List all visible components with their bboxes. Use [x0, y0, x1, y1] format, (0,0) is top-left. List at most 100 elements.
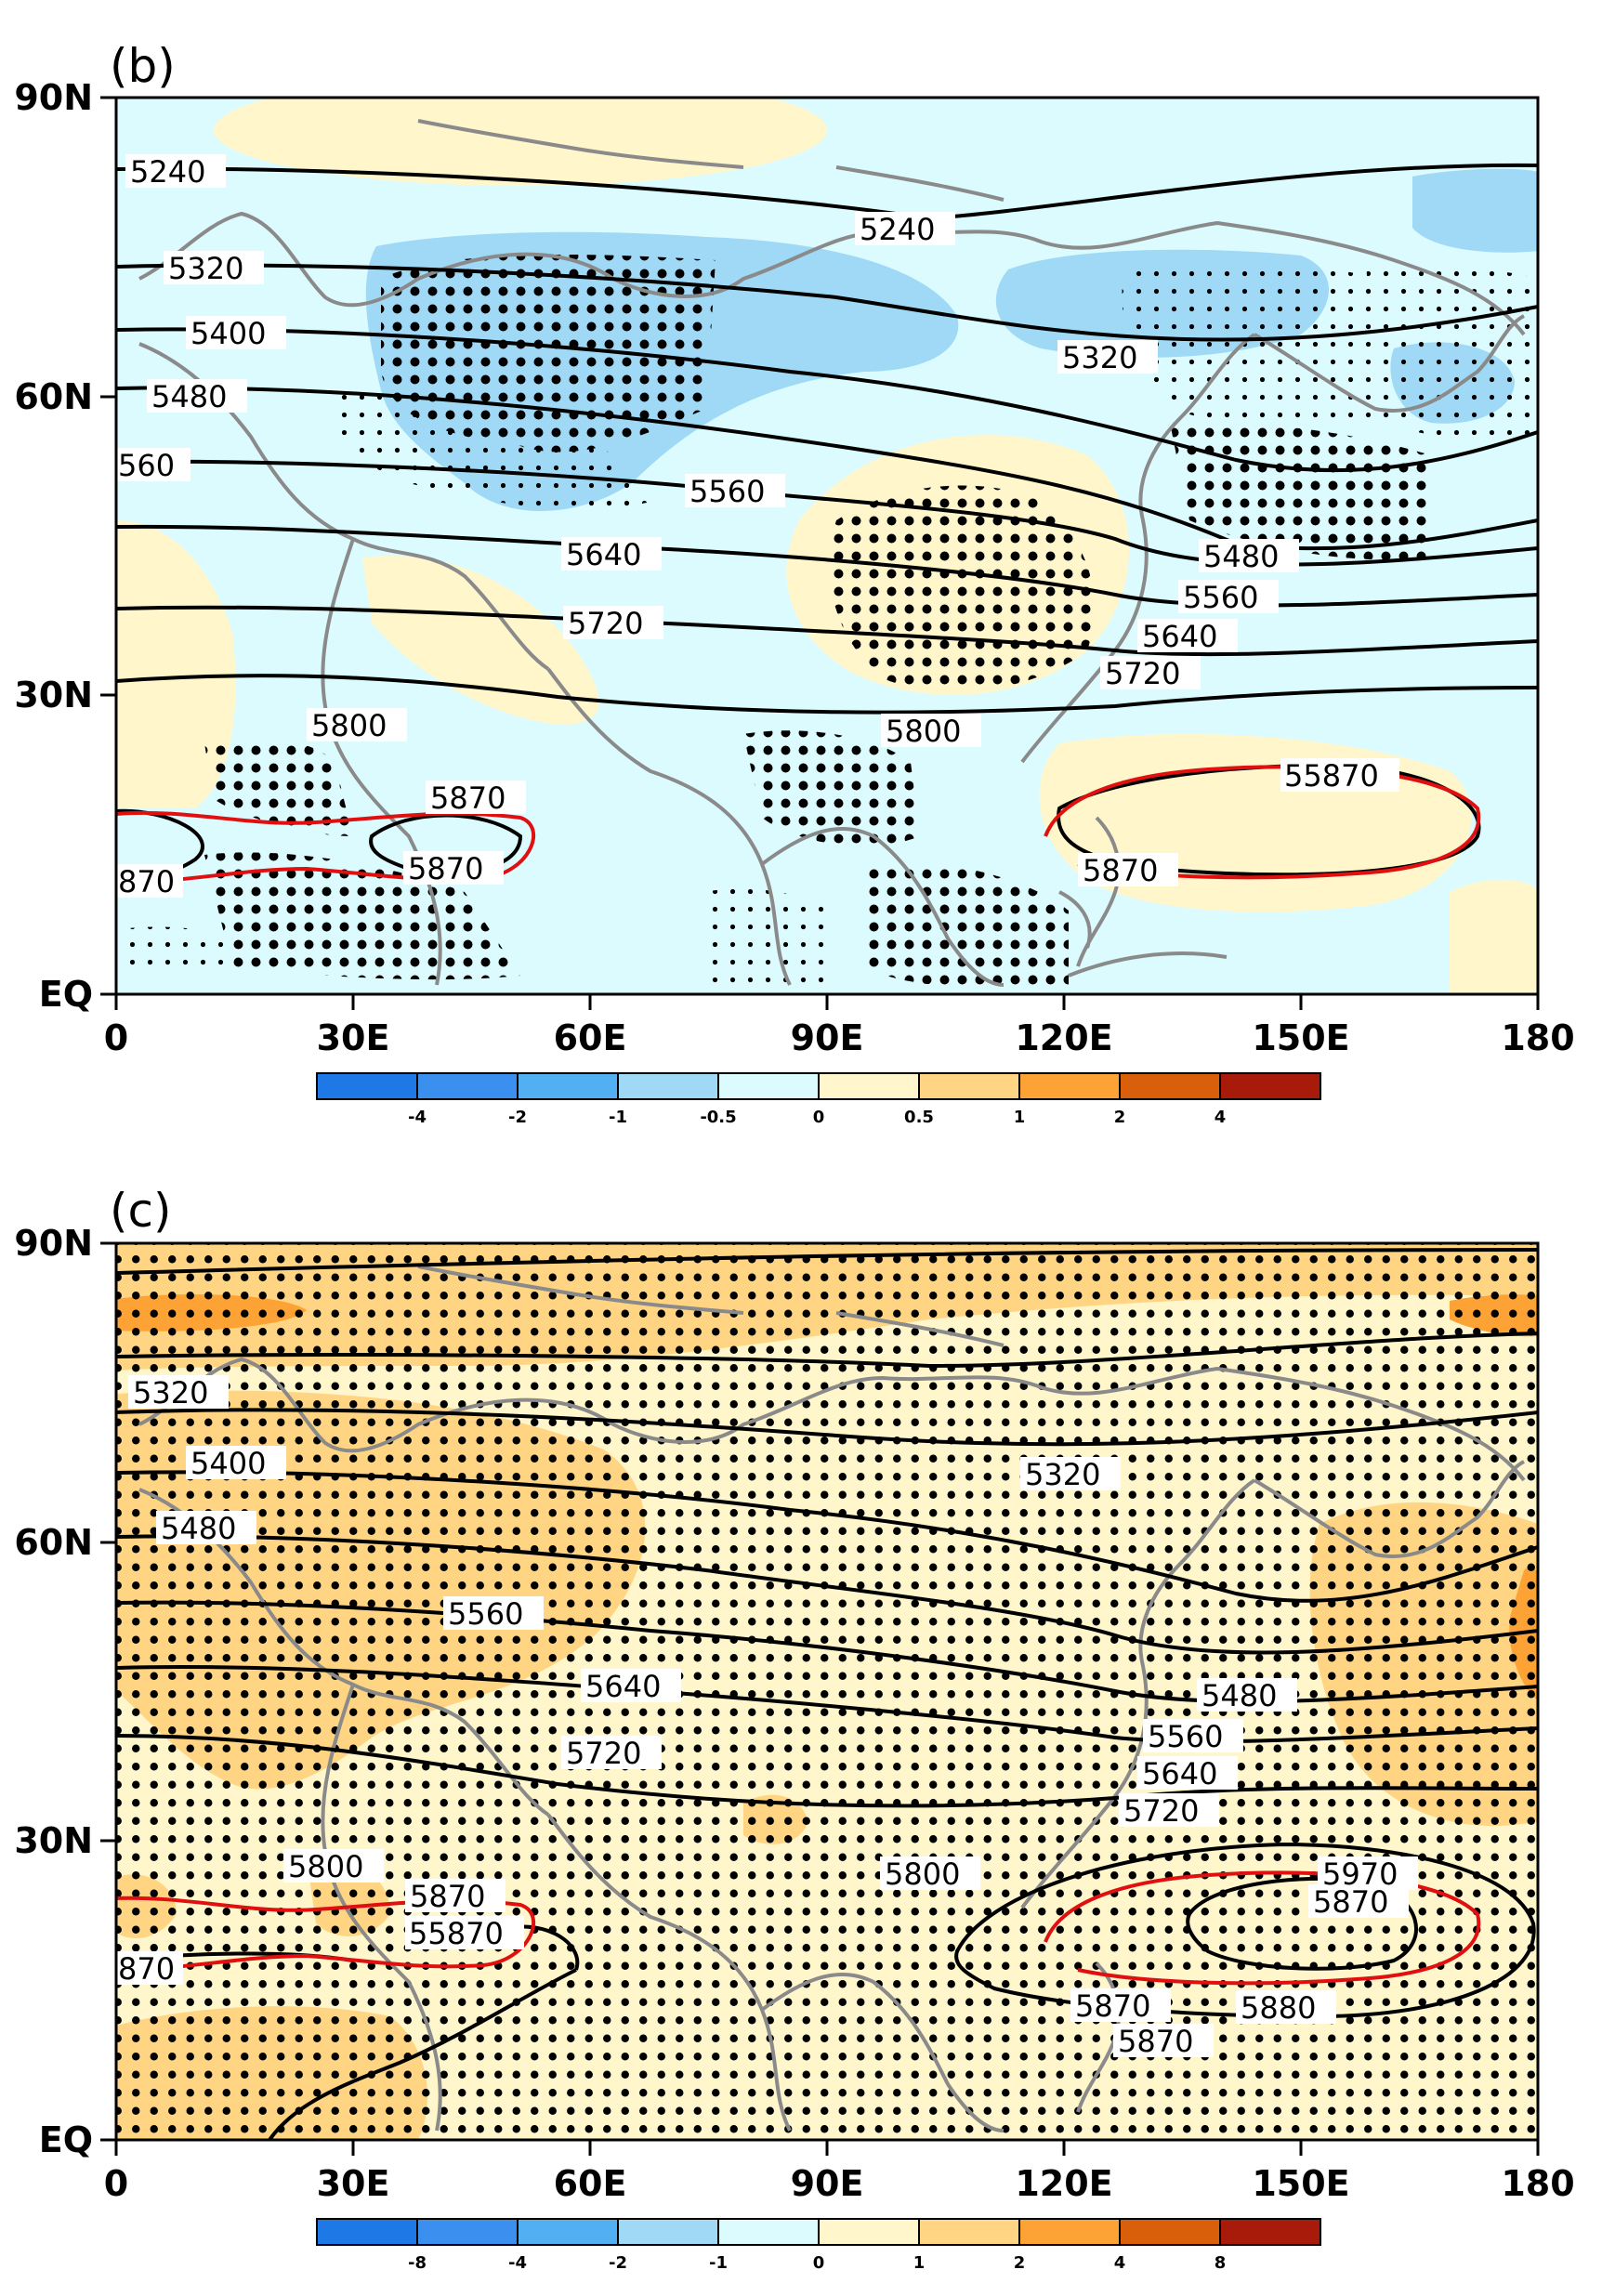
svg-text:55870: 55870 [409, 1916, 504, 1951]
colorbar-swatch [1119, 2218, 1221, 2246]
colorbar-swatch [416, 2218, 519, 2246]
y-tick-label: 30N [14, 675, 93, 715]
svg-text:5870: 5870 [410, 1879, 485, 1914]
colorbar-swatch [617, 1072, 719, 1100]
panel-c-y-axis: 90N 60N 30N EQ [14, 1223, 93, 2160]
colorbar-swatch [617, 2218, 719, 2246]
colorbar-swatch [818, 2218, 920, 2246]
contour-label: 5870 [1113, 2024, 1214, 2059]
contour-label: 5240 [125, 154, 226, 190]
svg-text:5480: 5480 [161, 1511, 236, 1546]
svg-text:5560: 5560 [1148, 1719, 1223, 1754]
panel-b-y-axis: 90N 60N 30N EQ [14, 77, 93, 1015]
svg-text:5870: 5870 [430, 781, 506, 816]
svg-text:5240: 5240 [860, 212, 935, 247]
x-tick-label: 30E [317, 1017, 390, 1058]
contour-label: 5480 [156, 1511, 256, 1546]
panel-c-title: (c) [110, 1184, 172, 1238]
panel-c: (c) [14, 1184, 1574, 2273]
colorbar-swatch [918, 2218, 1020, 2246]
contour-label: 5800 [283, 1849, 384, 1884]
x-tick-label: 180 [1501, 1017, 1574, 1058]
colorbar-swatch [1219, 1072, 1321, 1100]
svg-text:-4: -4 [408, 1108, 427, 1127]
panel-b-title: (b) [110, 39, 176, 93]
svg-text:-0.5: -0.5 [700, 1108, 736, 1127]
colorbar-swatch [818, 1072, 920, 1100]
svg-text:4: 4 [1215, 1108, 1227, 1127]
contour-label: 55870 [405, 1916, 524, 1951]
svg-text:2: 2 [1014, 2253, 1026, 2273]
contour-label: 5320 [164, 251, 264, 286]
svg-text:5880: 5880 [1241, 1990, 1316, 2026]
panel-b-stippling [121, 255, 1538, 989]
colorbar-labels: -4 -2 -1 -0.5 0 0.5 1 2 4 [408, 1108, 1226, 1127]
contour-label: 5970 [1318, 1856, 1418, 1892]
svg-text:5800: 5800 [885, 1856, 960, 1892]
svg-text:4: 4 [1114, 2253, 1126, 2273]
svg-text:5640: 5640 [566, 537, 641, 572]
contour-label: 5880 [1236, 1990, 1336, 2026]
contour-label: 5720 [1100, 656, 1201, 691]
x-tick-label: 0 [104, 1017, 128, 1058]
contour-label: 5640 [1137, 1756, 1238, 1791]
contour-label: 5640 [1137, 619, 1238, 654]
contour-label: 5640 [561, 537, 662, 572]
panel-b-ridge-lines [116, 765, 1481, 885]
svg-text:5400: 5400 [190, 1446, 266, 1481]
svg-text:5720: 5720 [568, 606, 643, 641]
x-tick-label: 150E [1252, 1017, 1349, 1058]
svg-text:5800: 5800 [288, 1849, 363, 1884]
svg-text:560: 560 [118, 448, 175, 483]
contour-label: 5720 [561, 1736, 662, 1771]
svg-text:-4: -4 [508, 2253, 527, 2273]
y-tick-label: 60N [14, 1522, 93, 1563]
svg-text:8: 8 [1215, 2253, 1227, 2273]
contour-label: 5560 [685, 474, 785, 509]
svg-text:-1: -1 [609, 1108, 627, 1127]
svg-text:5560: 5560 [448, 1596, 523, 1632]
contour-label: 5320 [1020, 1457, 1121, 1492]
contour-label: 5480 [1199, 539, 1299, 574]
svg-text:5400: 5400 [190, 316, 266, 351]
colorbar-swatch [517, 2218, 619, 2246]
panel-b-ticks [100, 96, 1540, 1010]
svg-text:-2: -2 [508, 1108, 527, 1127]
svg-text:5720: 5720 [1123, 1793, 1199, 1829]
panel-b-contour-labels: 5240 5240 5320 5320 5400 5480 5480 560 5… [116, 154, 1399, 899]
svg-text:5800: 5800 [886, 714, 961, 749]
svg-text:-8: -8 [408, 2253, 427, 2273]
svg-text:0: 0 [813, 2253, 825, 2273]
x-tick-label: 180 [1501, 2163, 1574, 2204]
svg-text:870: 870 [118, 1951, 175, 1987]
svg-text:1: 1 [913, 2253, 926, 2273]
colorbar-swatch [517, 1072, 619, 1100]
contour-label: 5870 [1078, 853, 1178, 888]
svg-text:5560: 5560 [689, 474, 765, 509]
panel-c-map: 5320 5320 5400 5480 5480 5560 5560 5640 … [116, 1243, 1538, 2140]
contour-label: 5870 [405, 1879, 506, 1914]
contour-label: 5870 [403, 851, 504, 886]
y-tick-label: EQ [39, 974, 93, 1015]
contour-label: 870 [116, 864, 183, 899]
contour-label: 5560 [1143, 1719, 1243, 1754]
svg-text:5720: 5720 [1105, 656, 1180, 691]
svg-text:2: 2 [1114, 1108, 1126, 1127]
svg-text:5320: 5320 [1062, 340, 1137, 375]
panel-c-ridge-lines [116, 1870, 1481, 1986]
x-tick-label: 0 [104, 2163, 128, 2204]
contour-label: 55870 [1280, 758, 1399, 794]
contour-label: 5240 [855, 212, 955, 247]
x-tick-label: 120E [1015, 2163, 1112, 2204]
svg-text:1: 1 [1014, 1108, 1026, 1127]
y-tick-label: 90N [14, 1223, 93, 1264]
svg-text:5870: 5870 [1118, 2024, 1193, 2059]
svg-text:5870: 5870 [1075, 1988, 1150, 2024]
x-tick-label: 120E [1015, 1017, 1112, 1058]
contour-label: 5480 [1197, 1678, 1297, 1713]
panel-c-x-axis: 0 30E 60E 90E 120E 150E 180 [104, 2163, 1575, 2204]
y-tick-label: 30N [14, 1820, 93, 1861]
svg-text:5720: 5720 [566, 1736, 641, 1771]
y-tick-label: EQ [39, 2119, 93, 2160]
svg-text:5240: 5240 [130, 154, 205, 190]
